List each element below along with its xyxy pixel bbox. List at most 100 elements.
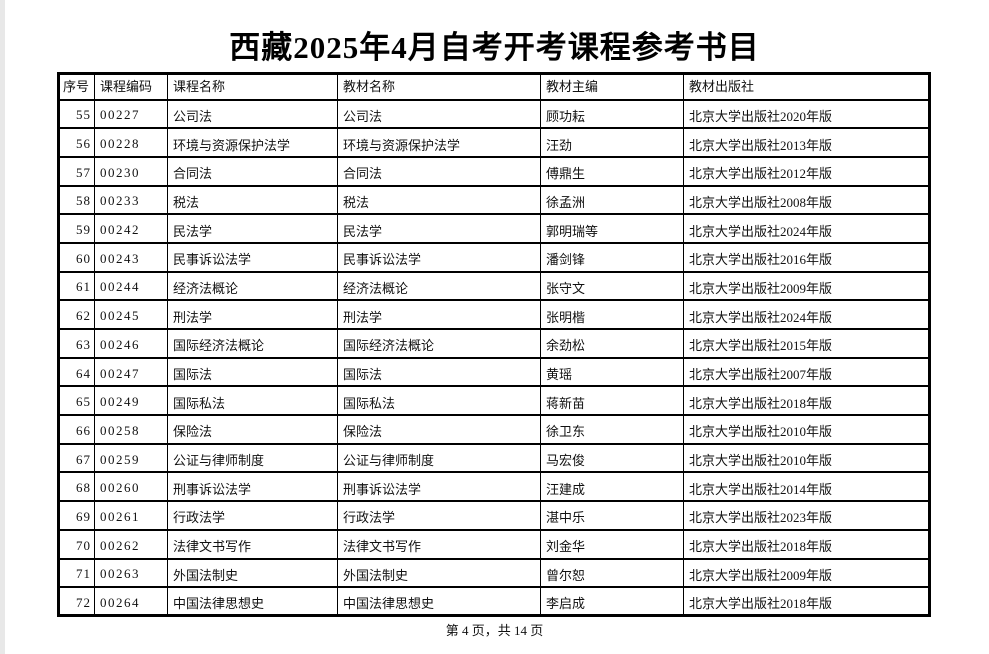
table-cell: 00247 [94, 356, 168, 388]
table-cell: 北京大学出版社2018年版 [683, 385, 930, 417]
course-table: 序号 课程编码 课程名称 教材名称 教材主编 教材出版社 55 00227 公司法 公司法 顾功耘… [57, 72, 931, 618]
table-cell: 60 [58, 241, 95, 273]
table-cell: 00264 [94, 586, 168, 617]
table-cell: 湛中乐 [540, 500, 684, 531]
table-cell: 00263 [94, 557, 168, 589]
table-cell: 00259 [94, 442, 168, 474]
table-cell: 曾尔恕 [540, 557, 684, 589]
table-cell: 民法学 [167, 213, 338, 244]
table-row: 60 00243 民事诉讼法学 民事诉讼法学 潘剑锋 北京大学出版社2016年版 [58, 241, 930, 273]
table-cell: 71 [58, 557, 95, 589]
table-cell: 66 [58, 414, 95, 445]
table-cell: 刑事诉讼法学 [337, 471, 541, 503]
table-cell: 马宏俊 [540, 442, 684, 474]
table-cell: 顾功耘 [540, 98, 684, 130]
table-cell: 徐孟洲 [540, 184, 684, 216]
table-cell: 00249 [94, 385, 168, 417]
table-cell: 北京大学出版社2015年版 [683, 328, 930, 359]
table-cell: 公司法 [337, 98, 541, 130]
table-cell: 00260 [94, 471, 168, 503]
table-row: 61 00244 经济法概论 经济法概论 张守文 北京大学出版社2009年版 [58, 270, 930, 302]
table-row: 66 00258 保险法 保险法 徐卫东 北京大学出版社2010年版 [58, 414, 930, 445]
column-header: 课程名称 [167, 72, 338, 101]
table-cell: 00245 [94, 299, 168, 330]
table-cell: 经济法概论 [167, 270, 338, 302]
table-row: 55 00227 公司法 公司法 顾功耘 北京大学出版社2020年版 [58, 98, 930, 130]
table-cell: 北京大学出版社2020年版 [683, 98, 930, 130]
column-header: 教材主编 [540, 72, 684, 101]
table-cell: 北京大学出版社2023年版 [683, 500, 930, 531]
table-cell: 北京大学出版社2010年版 [683, 414, 930, 445]
table-cell: 70 [58, 528, 95, 560]
table-cell: 北京大学出版社2009年版 [683, 557, 930, 589]
page-indicator: 第 4 页，共 14 页 [445, 623, 544, 638]
table-cell: 北京大学出版社2018年版 [683, 528, 930, 560]
table-cell: 汪劲 [540, 127, 684, 158]
table-cell: 国际私法 [167, 385, 338, 417]
table-cell: 00228 [94, 127, 168, 158]
table-cell: 公司法 [167, 98, 338, 130]
table-row: 67 00259 公证与律师制度 公证与律师制度 马宏俊 北京大学出版社2010年版 [58, 442, 930, 474]
table-row: 65 00249 国际私法 国际私法 蒋新苗 北京大学出版社2018年版 [58, 385, 930, 417]
table-cell: 59 [58, 213, 95, 244]
table-cell: 北京大学出版社2010年版 [683, 442, 930, 474]
table-cell: 62 [58, 299, 95, 330]
table-cell: 法律文书写作 [167, 528, 338, 560]
table-cell: 北京大学出版社2013年版 [683, 127, 930, 158]
table-row: 68 00260 刑事诉讼法学 刑事诉讼法学 汪建成 北京大学出版社2014年版 [58, 471, 930, 503]
table-cell: 中国法律思想史 [337, 586, 541, 617]
table-cell: 汪建成 [540, 471, 684, 503]
table-cell: 余劲松 [540, 328, 684, 359]
table-cell: 公证与律师制度 [167, 442, 338, 474]
table-cell: 72 [58, 586, 95, 617]
table-row: 69 00261 行政法学 行政法学 湛中乐 北京大学出版社2023年版 [58, 500, 930, 531]
table-cell: 行政法学 [337, 500, 541, 531]
table-cell: 北京大学出版社2014年版 [683, 471, 930, 503]
table-cell: 55 [58, 98, 95, 130]
table-row: 62 00245 刑法学 刑法学 张明楷 北京大学出版社2024年版 [58, 299, 930, 330]
table-cell: 北京大学出版社2007年版 [683, 356, 930, 388]
table-cell: 民事诉讼法学 [167, 241, 338, 273]
table-row: 72 00264 中国法律思想史 中国法律思想史 李启成 北京大学出版社2018年版 [58, 586, 930, 617]
table-cell: 外国法制史 [167, 557, 338, 589]
table-cell: 国际法 [167, 356, 338, 388]
column-header: 序号 [58, 72, 95, 101]
table-cell: 税法 [167, 184, 338, 216]
column-header: 教材名称 [337, 72, 541, 101]
table-cell: 64 [58, 356, 95, 388]
table-cell: 李启成 [540, 586, 684, 617]
table-cell: 00244 [94, 270, 168, 302]
table-cell: 傅鼎生 [540, 155, 684, 187]
table-row: 57 00230 合同法 合同法 傅鼎生 北京大学出版社2012年版 [58, 155, 930, 187]
table-cell: 郭明瑞等 [540, 213, 684, 244]
table-cell: 61 [58, 270, 95, 302]
table-cell: 保险法 [167, 414, 338, 445]
table-cell: 69 [58, 500, 95, 531]
table-cell: 67 [58, 442, 95, 474]
table-cell: 00243 [94, 241, 168, 273]
page-edge-strip [0, 0, 5, 654]
table-row: 58 00233 税法 税法 徐孟洲 北京大学出版社2008年版 [58, 184, 930, 216]
table-cell: 00227 [94, 98, 168, 130]
column-header: 课程编码 [94, 72, 168, 101]
table-cell: 63 [58, 328, 95, 359]
table-cell: 国际经济法概论 [167, 328, 338, 359]
table-header-row: 序号 课程编码 课程名称 教材名称 教材主编 教材出版社 [58, 72, 930, 101]
table-cell: 65 [58, 385, 95, 417]
table-cell: 黄瑶 [540, 356, 684, 388]
table-cell: 北京大学出版社2009年版 [683, 270, 930, 302]
table-cell: 北京大学出版社2018年版 [683, 586, 930, 617]
table-cell: 蒋新苗 [540, 385, 684, 417]
table-cell: 经济法概论 [337, 270, 541, 302]
table-cell: 56 [58, 127, 95, 158]
table-cell: 潘剑锋 [540, 241, 684, 273]
table-cell: 合同法 [167, 155, 338, 187]
table-cell: 北京大学出版社2024年版 [683, 299, 930, 330]
table-cell: 合同法 [337, 155, 541, 187]
table-cell: 00246 [94, 328, 168, 359]
table-cell: 保险法 [337, 414, 541, 445]
document-title: 西藏2025年4月自考开考课程参考书目 [229, 30, 760, 65]
table-cell: 刑法学 [167, 299, 338, 330]
table-cell: 刘金华 [540, 528, 684, 560]
table-row: 63 00246 国际经济法概论 国际经济法概论 余劲松 北京大学出版社2015年版 [58, 328, 930, 359]
